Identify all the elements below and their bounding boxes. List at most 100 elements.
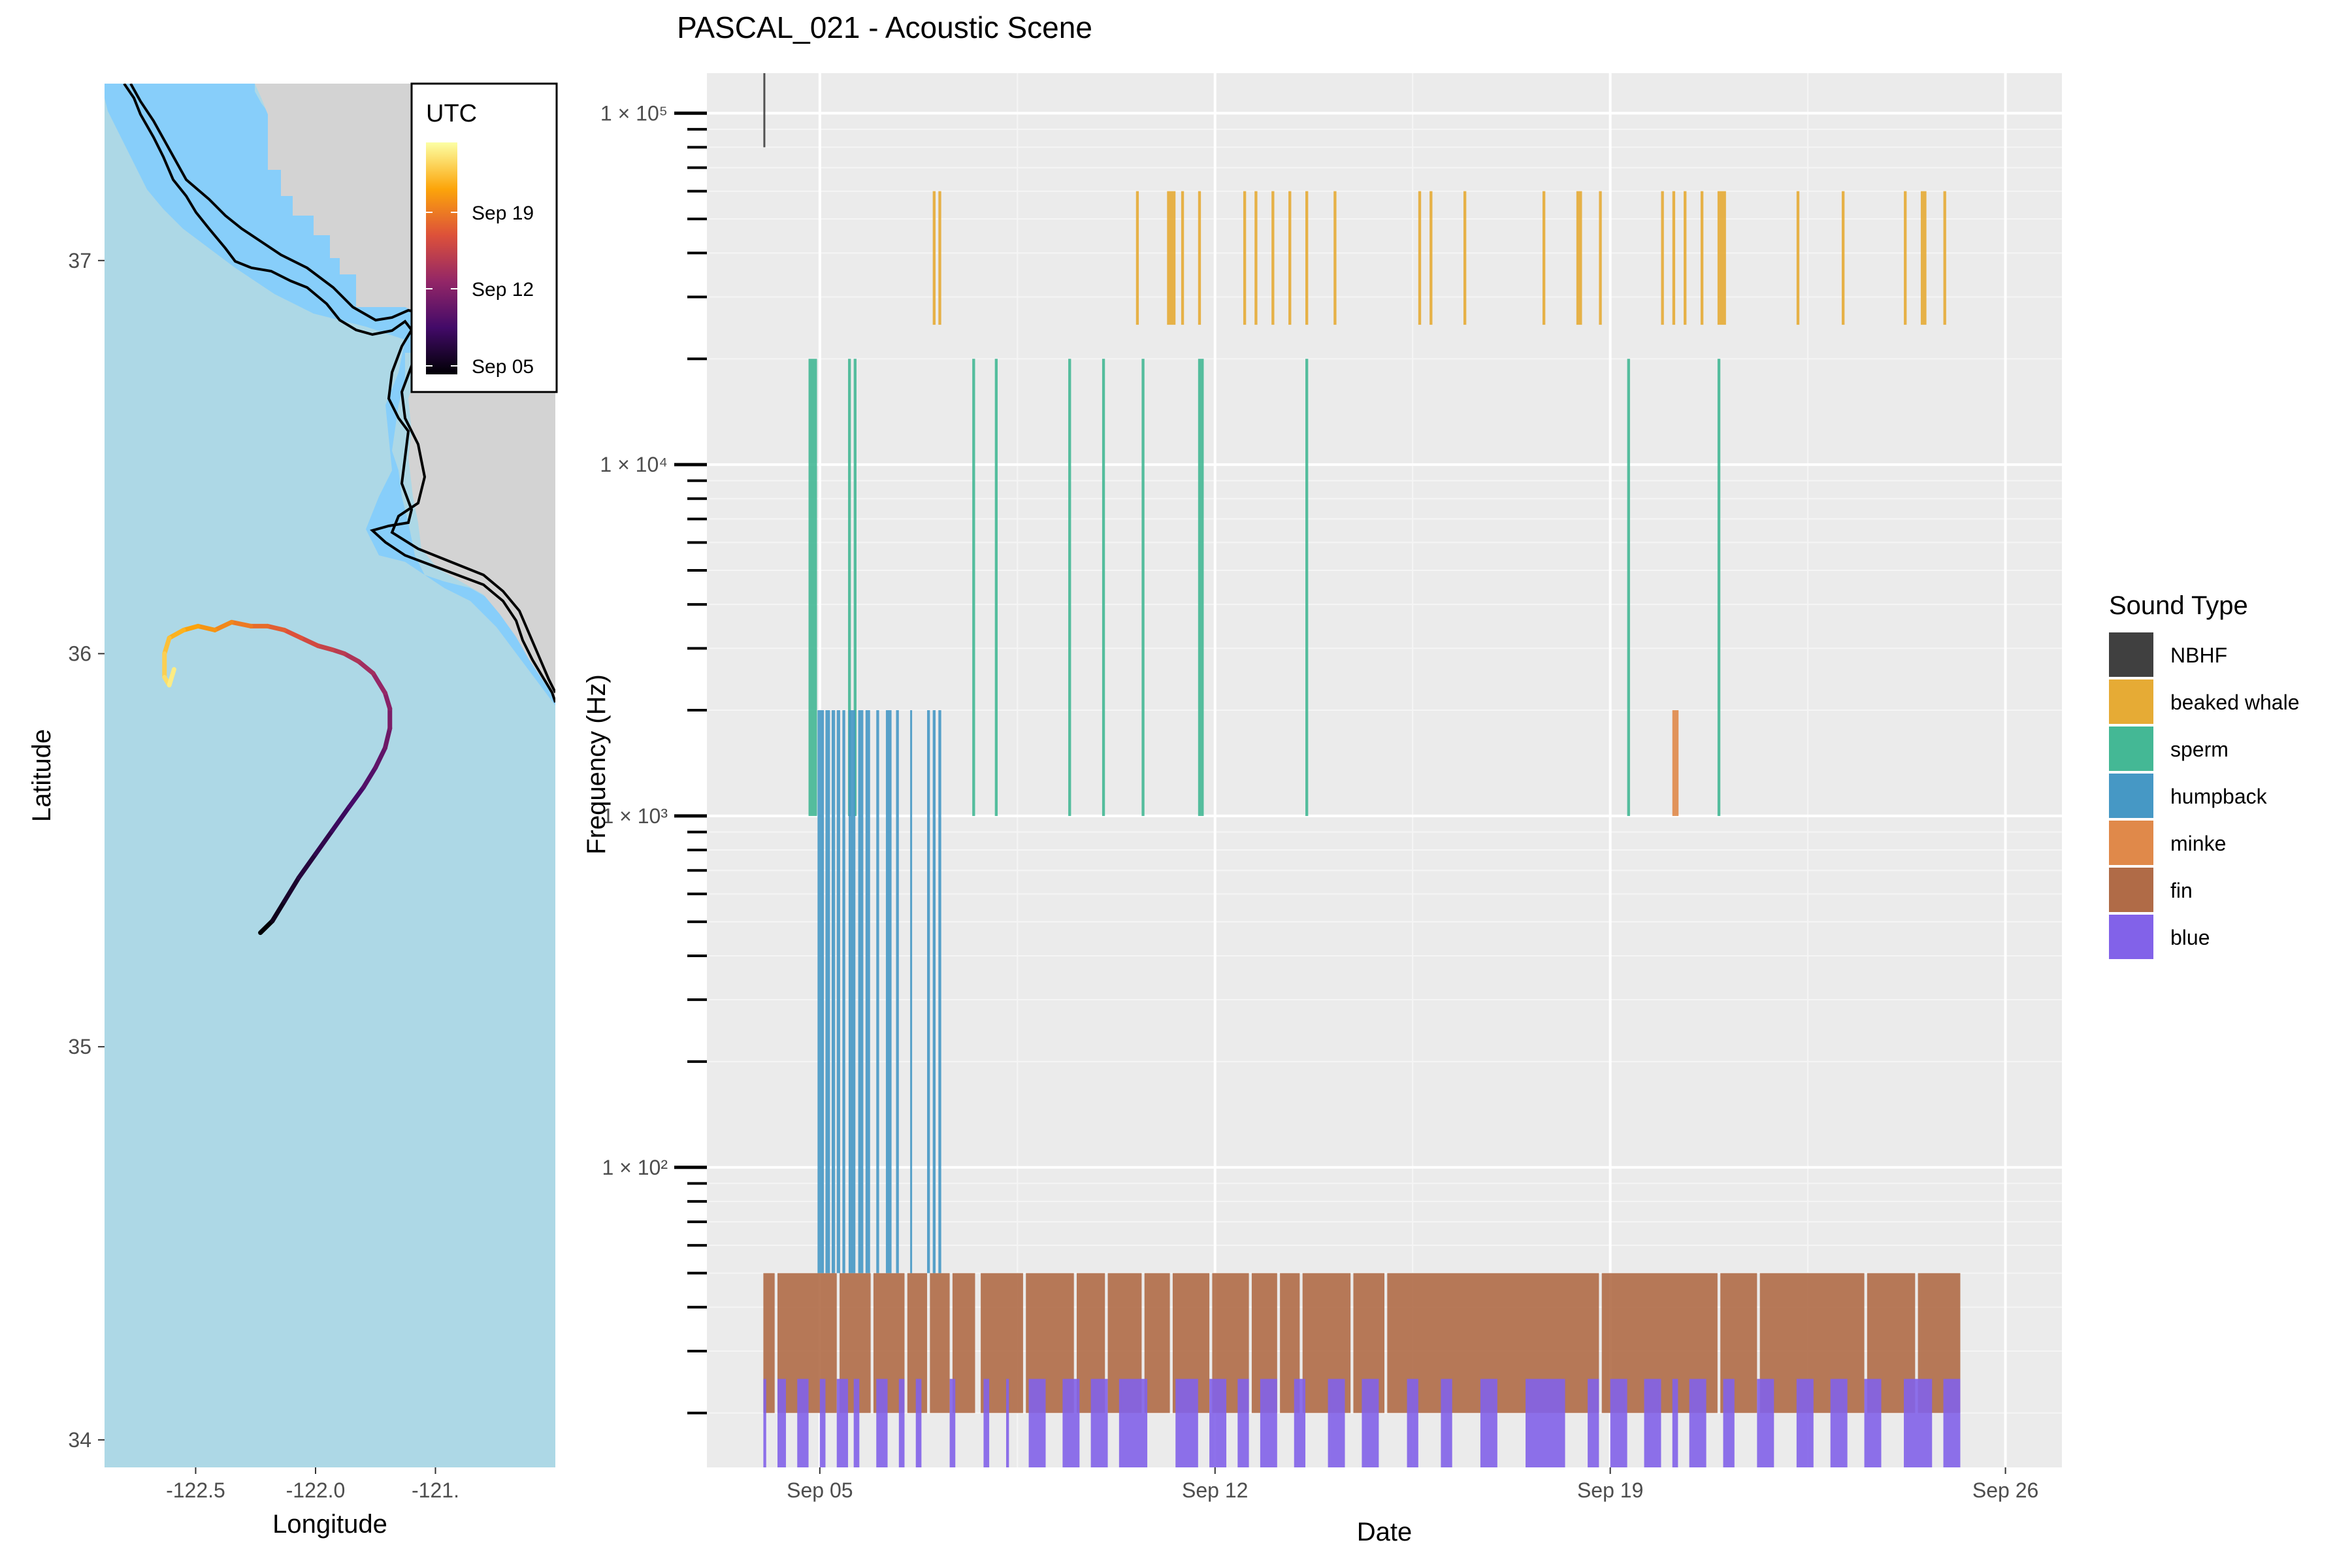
- event-bar-blue: [1757, 1379, 1774, 1467]
- event-bar-sperm: [1717, 359, 1721, 816]
- event-bar-beaked-whale: [1254, 191, 1258, 325]
- event-bar-beaked-whale: [1661, 191, 1664, 325]
- event-bar-sperm: [1141, 359, 1145, 816]
- event-bar-humpback: [817, 710, 825, 1273]
- event-bar-blue: [1362, 1379, 1379, 1467]
- map-y-tick-label: 36: [68, 642, 91, 665]
- event-bar-blue: [1588, 1379, 1599, 1467]
- event-bar-beaked-whale: [1841, 191, 1845, 325]
- legend-swatch-beaked-whale: [2109, 679, 2153, 724]
- event-bar-beaked-whale: [1700, 191, 1704, 325]
- track-segment: [162, 635, 172, 656]
- track-segment: [258, 919, 275, 936]
- event-bar-sperm: [972, 359, 975, 816]
- event-bar-blue: [1028, 1379, 1046, 1467]
- legend-label-beaked-whale: beaked whale: [2170, 691, 2299, 714]
- track-segment: [296, 851, 318, 880]
- track-segment: [342, 651, 361, 664]
- event-bar-blue: [763, 1379, 766, 1467]
- map-y-tick-label: 35: [68, 1035, 91, 1058]
- event-bar-blue: [1294, 1379, 1306, 1467]
- event-bar-blue: [1260, 1379, 1277, 1467]
- track-segment: [373, 745, 387, 770]
- event-bar-blue: [1796, 1379, 1814, 1467]
- event-bar-blue: [1175, 1379, 1198, 1467]
- event-bar-blue: [1689, 1379, 1707, 1467]
- utc-legend: UTC Sep 19 Sep 12 Sep 05: [410, 82, 558, 393]
- event-bar-beaked-whale: [938, 191, 941, 325]
- event-bar-blue: [853, 1379, 860, 1467]
- event-bar-beaked-whale: [1463, 191, 1467, 325]
- event-bar-blue: [1904, 1379, 1933, 1467]
- event-bar-beaked-whale: [1243, 191, 1247, 325]
- track-segment: [361, 765, 378, 790]
- event-bar-fin: [952, 1273, 975, 1413]
- event-bar-blue: [1090, 1379, 1108, 1467]
- event-bar-beaked-whale: [1717, 191, 1726, 325]
- x-tick-label: Sep 26: [1972, 1478, 2038, 1502]
- event-bar-beaked-whale: [1943, 191, 1946, 325]
- track-segment: [370, 671, 387, 696]
- track-segment: [382, 726, 393, 751]
- track-segment: [299, 635, 321, 648]
- event-bar-humpback: [910, 710, 913, 1273]
- legend-label-sperm: sperm: [2170, 738, 2229, 761]
- utc-legend-title: UTC: [426, 100, 477, 127]
- track-segment: [212, 619, 235, 632]
- event-bar-humpback: [836, 710, 840, 1273]
- map-y-tick-label: 37: [68, 249, 91, 272]
- event-bar-humpback: [896, 710, 899, 1273]
- event-bar-blue: [1644, 1379, 1661, 1467]
- event-bar-beaked-whale: [1684, 191, 1687, 325]
- track-segment: [167, 627, 186, 640]
- y-tick-label: 1 × 10³: [602, 804, 668, 828]
- event-bar-blue: [1328, 1379, 1345, 1467]
- event-bar-blue: [983, 1379, 990, 1467]
- event-bar-humpback: [938, 710, 941, 1273]
- map-panel: -122.5 -122.0 -121. 34 35 36 37 Longitude Lati…: [27, 82, 558, 1539]
- event-bar-blue: [1830, 1379, 1848, 1467]
- utc-label-sep05: Sep 05: [472, 356, 534, 378]
- event-bar-sperm: [853, 359, 857, 816]
- event-bar-blue: [819, 1379, 826, 1467]
- sound-type-legend: Sound Type NBHF beaked whale sperm humpback…: [2109, 591, 2299, 959]
- event-bar-blue: [1864, 1379, 1882, 1467]
- map-axes: -122.5 -122.0 -121. 34 35 36 37: [68, 249, 459, 1502]
- event-bar-sperm: [848, 359, 851, 816]
- event-bar-beaked-whale: [1288, 191, 1292, 325]
- event-bar-humpback: [858, 710, 864, 1273]
- track-segment: [282, 627, 304, 640]
- map-y-axis-title: Latitude: [27, 729, 56, 822]
- event-bar-blue: [1119, 1379, 1148, 1467]
- event-bar-fin: [930, 1273, 950, 1413]
- track-segment: [282, 875, 301, 904]
- utc-label-sep19: Sep 19: [472, 203, 534, 224]
- event-bar-humpback: [865, 710, 870, 1273]
- legend-label-minke: minke: [2170, 832, 2226, 855]
- legend-swatch-blue: [2109, 915, 2153, 959]
- plot-bars: [763, 73, 1961, 1467]
- event-bar-humpback: [848, 710, 856, 1273]
- track-segment: [195, 623, 218, 632]
- acoustic-panel: Sep 05 Sep 12 Sep 19 Sep 26 1 × 10² 1 × 10³ 1 …: [582, 73, 2299, 1546]
- track-segment: [181, 623, 201, 632]
- x-tick-label: Sep 19: [1577, 1478, 1643, 1502]
- event-bar-sperm: [1198, 359, 1204, 816]
- event-bar-blue: [1526, 1379, 1565, 1467]
- map-x-tick-label: -122.5: [166, 1478, 225, 1502]
- event-bar-beaked-whale: [1672, 191, 1676, 325]
- track-segment: [270, 899, 287, 924]
- event-bar-beaked-whale: [1271, 191, 1275, 325]
- y-tick-label: 1 × 10⁵: [600, 101, 668, 125]
- event-bar-blue: [1062, 1379, 1080, 1467]
- event-bar-beaked-whale: [1333, 191, 1337, 325]
- sound-type-legend-title: Sound Type: [2109, 591, 2248, 620]
- legend-swatch-NBHF: [2109, 632, 2153, 677]
- event-bar-sperm: [1068, 359, 1071, 816]
- legend-items: NBHF beaked whale sperm humpback minke fin blu…: [2109, 632, 2299, 959]
- track-segment: [229, 619, 253, 629]
- event-bar-blue: [1610, 1379, 1627, 1467]
- map-x-tick-label: -121.: [412, 1478, 459, 1502]
- track-segment: [330, 804, 351, 833]
- track-segment: [382, 691, 393, 711]
